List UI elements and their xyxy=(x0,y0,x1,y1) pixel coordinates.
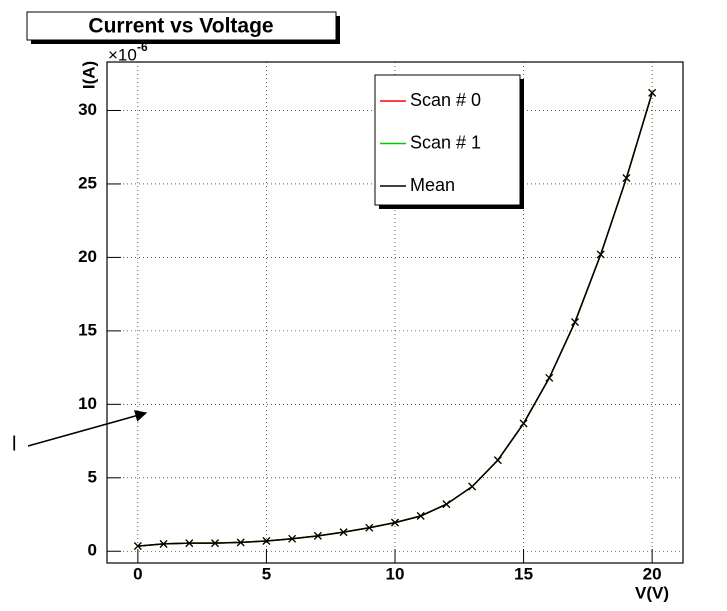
x-tick-label: 10 xyxy=(386,564,405,583)
y-tick-label: 5 xyxy=(88,467,97,486)
point-marker xyxy=(236,538,245,547)
y-tick-label: 0 xyxy=(88,541,97,560)
point-marker xyxy=(262,537,271,545)
x-axis-label: V(V) xyxy=(635,583,669,602)
y-tick-label: 30 xyxy=(78,100,97,119)
point-marker xyxy=(211,539,219,548)
point-marker xyxy=(571,318,579,326)
point-marker xyxy=(442,500,451,509)
legend-box xyxy=(374,74,521,206)
y-multiplier-exponent: -6 xyxy=(137,40,148,54)
x-tick-label: 20 xyxy=(643,564,662,583)
x-tick-label: 5 xyxy=(262,564,271,583)
legend-label: Scan # 1 xyxy=(410,132,481,152)
point-marker xyxy=(493,456,502,465)
point-marker xyxy=(159,539,168,548)
x-tick-label: 15 xyxy=(514,564,533,583)
arrow xyxy=(27,410,148,447)
point-marker xyxy=(468,482,477,491)
point-marker xyxy=(545,373,554,382)
y-tick-label: 25 xyxy=(78,173,97,192)
legend-label: Scan # 0 xyxy=(410,90,481,110)
annotation: l xyxy=(12,433,16,455)
y-tick-label: 10 xyxy=(78,394,97,413)
point-marker xyxy=(288,534,297,543)
title-box xyxy=(26,11,337,41)
chart-title: Current vs Voltage xyxy=(88,15,273,38)
y-axis-label: I(A) xyxy=(79,61,98,89)
point-marker xyxy=(391,518,399,527)
point-marker xyxy=(519,419,528,428)
x-tick-label: 0 xyxy=(133,564,142,583)
point-marker xyxy=(339,528,348,537)
point-marker xyxy=(648,88,657,97)
point-marker xyxy=(185,539,194,548)
y-tick-label: 15 xyxy=(78,320,97,339)
point-marker xyxy=(365,523,374,532)
point-marker xyxy=(416,512,425,520)
point-marker xyxy=(133,542,142,551)
y-multiplier: ×10 xyxy=(108,45,137,64)
point-marker xyxy=(596,250,605,259)
y-tick-label: 20 xyxy=(78,247,97,266)
point-marker xyxy=(313,531,322,540)
point-marker xyxy=(622,174,631,182)
legend-label: Mean xyxy=(410,175,455,195)
